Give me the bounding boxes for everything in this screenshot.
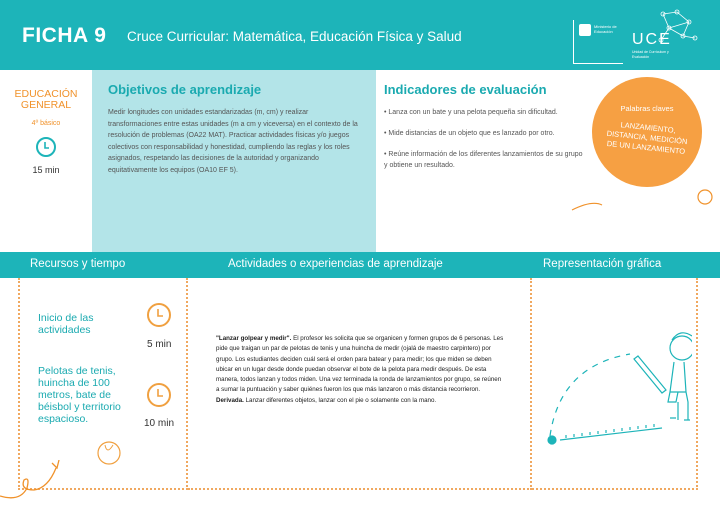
indicator-item: • Mide distancias de un objeto que es la… [384, 130, 555, 137]
derived-text: Lanzar diferentes objetos, lanzar con el… [245, 396, 437, 404]
ficha-number: FICHA 9 [22, 24, 107, 47]
ministry-name: Ministerio de Educación [594, 24, 617, 34]
ficha-subtitle: Cruce Curricular: Matemática, Educación … [127, 29, 462, 44]
activity-title: "Lanzar golpear y medir". [216, 335, 292, 342]
indicators-panel: Indicadores de evaluación • Lanza con un… [376, 70, 720, 252]
uce-subtitle: Unidad de Currículum y Evaluación [632, 50, 669, 59]
keywords-text: LANZAMIENTO, DISTANCIA, MEDICIÓN DE UN L… [606, 120, 688, 157]
grade: 4º básico [31, 120, 61, 127]
indicators-title: Indicadores de evaluación [384, 82, 547, 97]
keywords-title: Palabras claves [620, 104, 674, 113]
flower-doodle-icon [571, 189, 713, 211]
section-band: Recursos y tiempo Actividades o experien… [0, 252, 720, 278]
clock-icon [147, 383, 171, 407]
resource-text: Inicio de las actividades [38, 312, 94, 336]
shield-icon [579, 24, 591, 36]
graphic-box [532, 278, 698, 490]
clock-icon [36, 137, 56, 157]
keywords-badge: Palabras claves LANZAMIENTO, DISTANCIA, … [592, 77, 702, 187]
level-panel: EDUCACIÓN GENERAL 4º básico 15 min [0, 70, 92, 252]
resources-header: Recursos y tiempo [30, 258, 126, 270]
resource-text: Pelotas de tenis, huincha de 100 metros,… [38, 365, 121, 425]
indicator-item: • Reúne información de los diferentes la… [384, 151, 583, 169]
objectives-text: Medir longitudes con unidades estandariz… [108, 109, 358, 174]
clock-icon [147, 303, 171, 327]
network-icon [658, 9, 698, 43]
resource-time: 10 min [144, 418, 175, 429]
activity-description: "Lanzar golpear y medir". El profesor le… [216, 334, 506, 406]
total-time: 15 min [32, 165, 60, 175]
ministry-logo: Ministerio de Educación [573, 20, 623, 64]
objectives-panel: Objetivos de aprendizaje Medir longitude… [92, 70, 376, 252]
resource-time: 5 min [147, 339, 172, 350]
header: FICHA 9 Cruce Curricular: Matemática, Ed… [0, 0, 720, 70]
indicator-item: • Lanza con un bate y una pelota pequeña… [384, 109, 558, 116]
activities-header: Actividades o experiencias de aprendizaj… [228, 258, 443, 270]
education-level: EDUCACIÓN GENERAL [14, 88, 78, 111]
swirl-doodle-icon [0, 460, 60, 499]
derived-label: Derivada. [216, 396, 244, 404]
uce-logo: UCE [632, 31, 672, 48]
tennis-ball-icon [97, 441, 121, 465]
graphic-header: Representación gráfica [543, 258, 662, 270]
child-batting-illustration [547, 332, 692, 445]
objectives-title: Objetivos de aprendizaje [108, 82, 262, 97]
resources-box: Inicio de las actividades 5 min Pelotas … [18, 278, 188, 490]
activities-box: "Lanzar golpear y medir". El profesor le… [188, 278, 532, 490]
activity-body: El profesor les solicita que se organice… [216, 335, 504, 394]
